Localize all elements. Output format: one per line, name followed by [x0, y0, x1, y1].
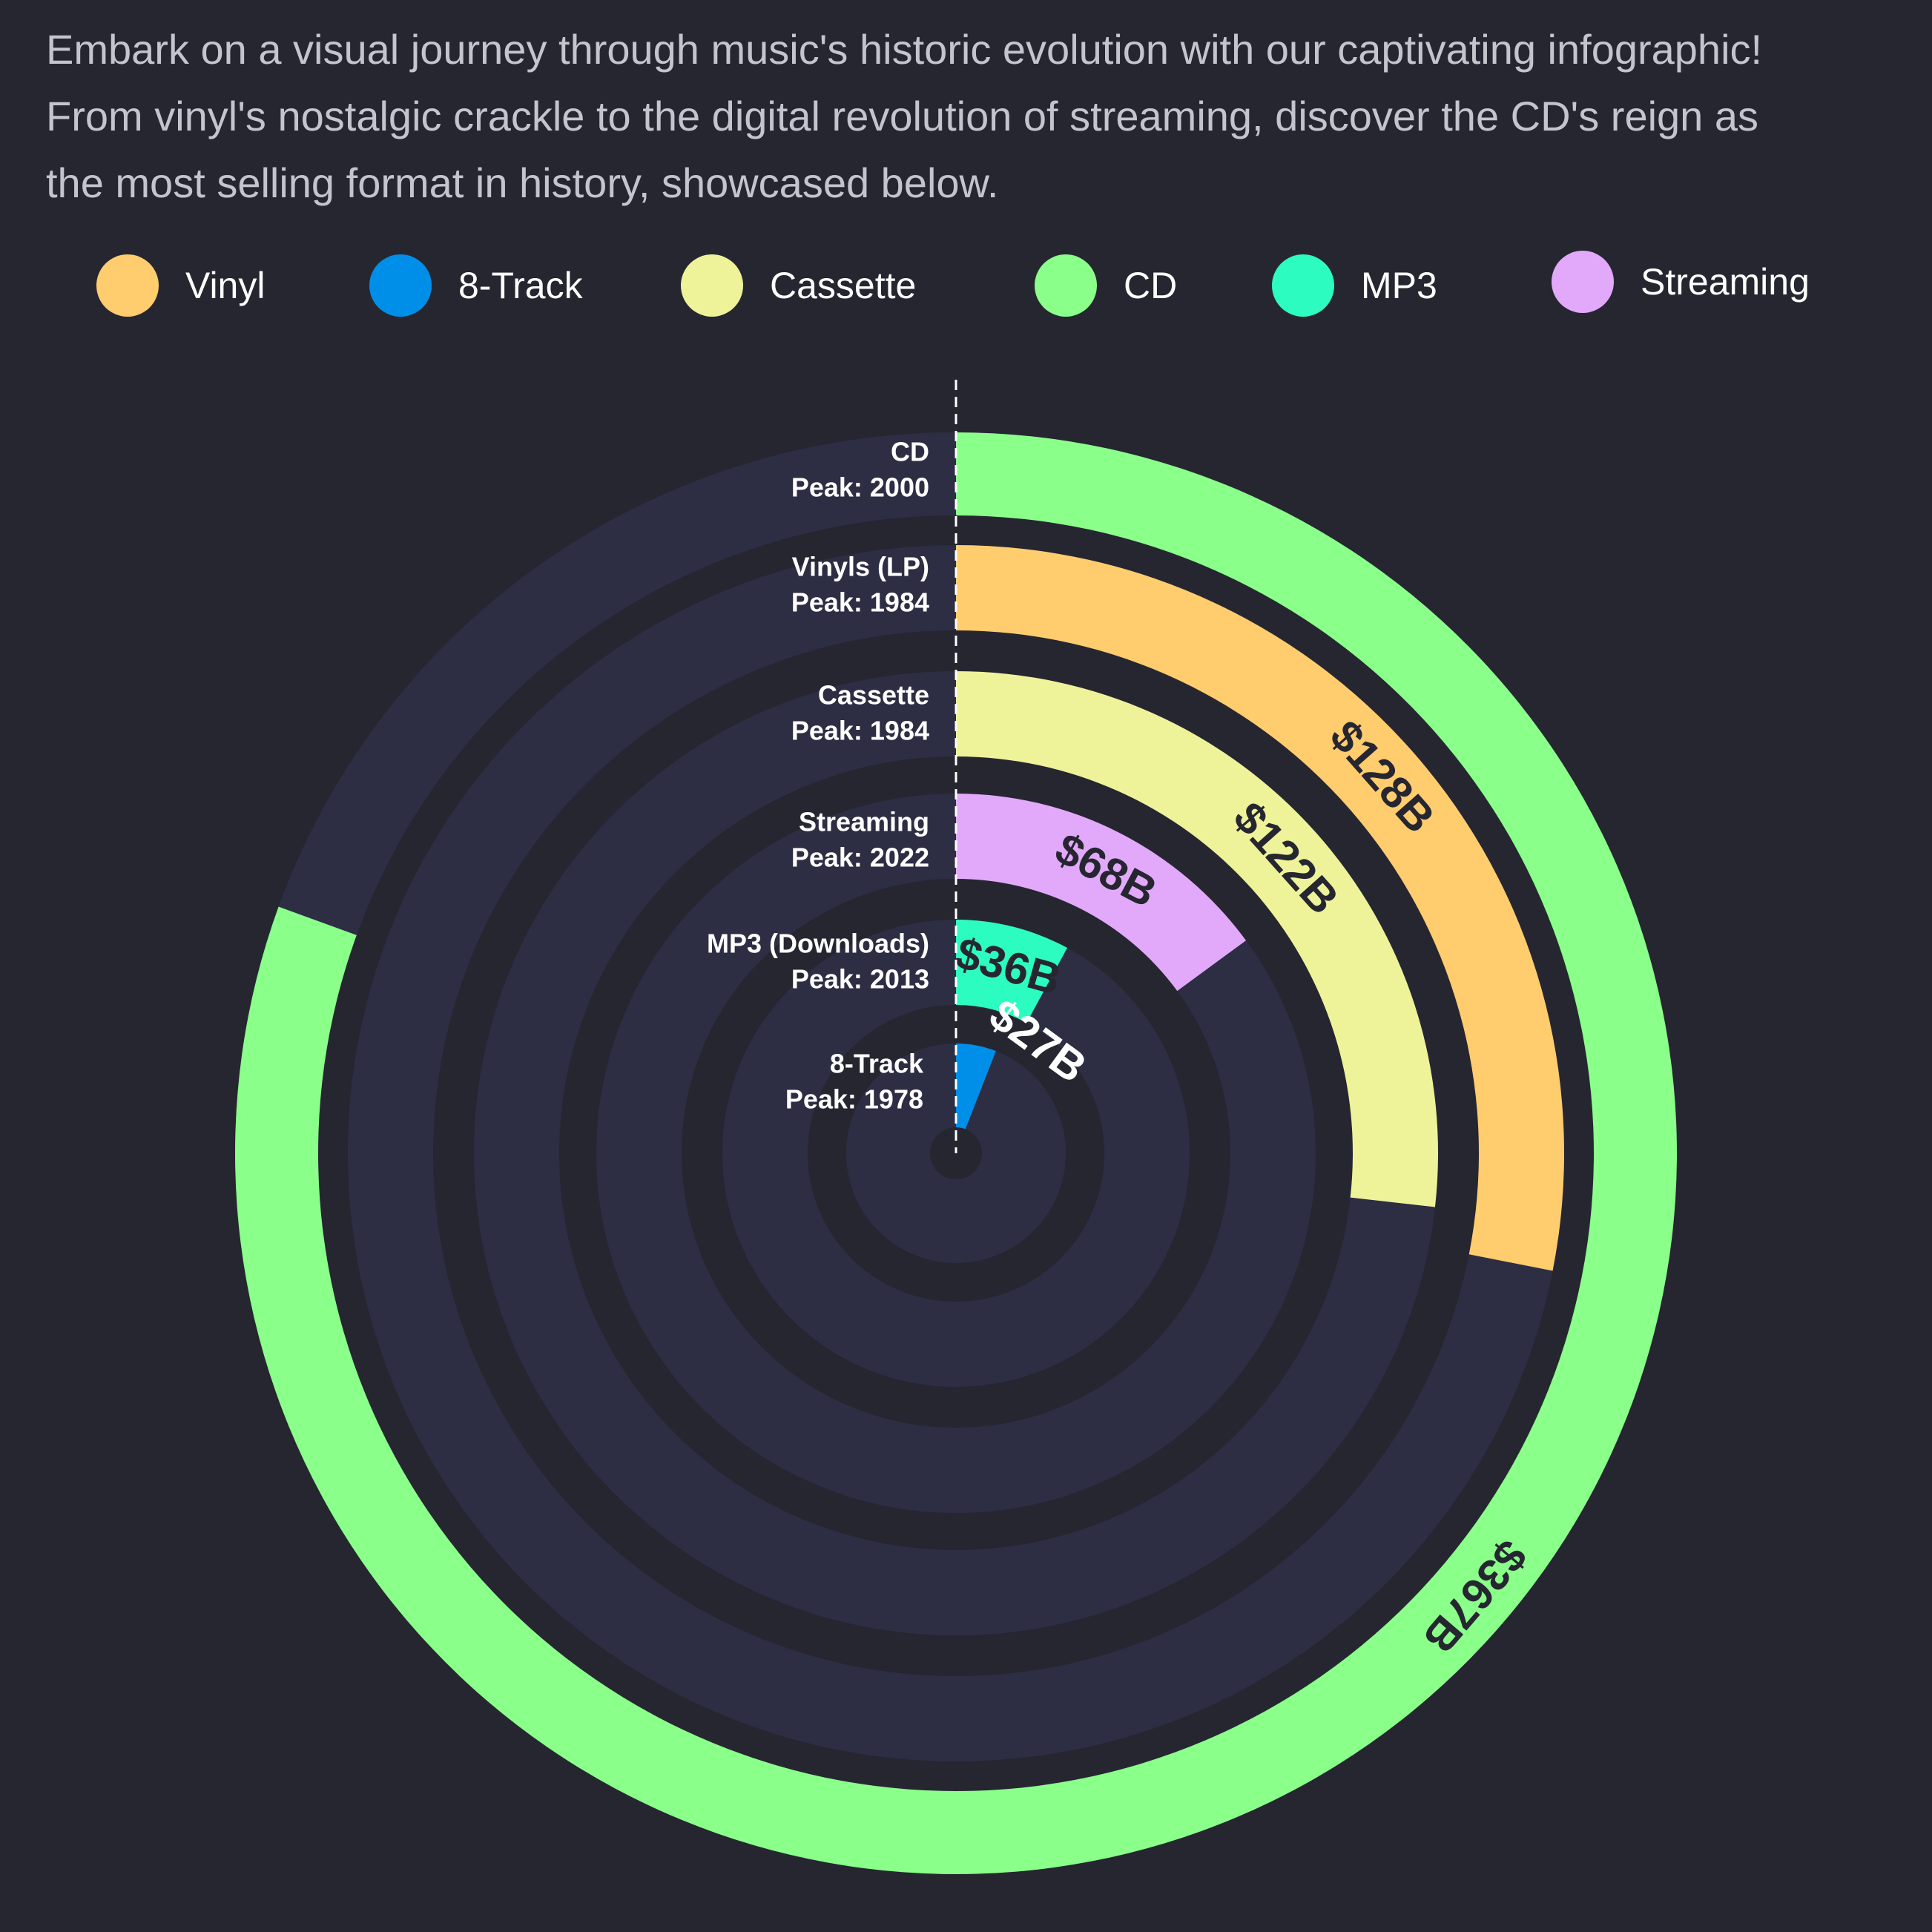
bar-streaming: [956, 794, 1247, 992]
ring-label-cd: CD: [891, 437, 929, 467]
legend-label: 8-Track: [458, 265, 583, 306]
legend-item-cassette: Cassette: [681, 254, 916, 317]
ring-peak-cassette: Peak: 1984: [791, 716, 929, 746]
legend-swatch: [369, 254, 432, 317]
legend-swatch: [1035, 254, 1097, 317]
ring-label-cassette: Cassette: [818, 680, 929, 711]
legend-label: Streaming: [1641, 261, 1810, 303]
legend-item-streaming: Streaming: [1552, 251, 1810, 313]
legend-swatch: [96, 254, 159, 317]
chart-legend: Vinyl 8-Track Cassette CD MP3 Streaming: [0, 0, 1932, 371]
legend-item-mp3: MP3: [1272, 254, 1437, 317]
legend-item-vinyl: Vinyl: [96, 254, 265, 317]
legend-item-8-track: 8-Track: [369, 254, 583, 317]
ring-peak-cd: Peak: 2000: [791, 472, 929, 503]
legend-label: MP3: [1361, 265, 1437, 306]
bar-mp3: [956, 920, 1068, 1023]
legend-label: Cassette: [770, 265, 917, 306]
bar-vinyl: [956, 545, 1564, 1271]
ring-peak-mp3: Peak: 2013: [791, 964, 929, 995]
ring-label-streaming: Streaming: [799, 807, 929, 837]
legend-label: CD: [1124, 265, 1178, 306]
intro-line-3: the most selling format in history, show…: [46, 159, 999, 206]
ring-peak-8-track: Peak: 1978: [785, 1084, 923, 1115]
bar-8-track: [956, 1044, 996, 1130]
legend-item-cd: CD: [1035, 254, 1177, 317]
legend-swatch: [681, 254, 743, 317]
ring-peak-vinyl: Peak: 1984: [791, 587, 929, 618]
ring-peak-streaming: Peak: 2022: [791, 843, 929, 873]
legend-swatch: [1552, 251, 1614, 313]
legend-swatch: [1272, 254, 1334, 317]
ring-label-8-track: 8-Track: [830, 1049, 924, 1079]
ring-label-mp3: MP3 (Downloads): [707, 929, 929, 959]
ring-label-vinyl: Vinyls (LP): [792, 552, 929, 582]
intro-text: Embark on a visual journey through music…: [46, 16, 1900, 217]
intro-line-1: Embark on a visual journey through music…: [46, 26, 1763, 73]
legend-label: Vinyl: [185, 265, 266, 306]
intro-line-2: From vinyl's nostalgic crackle to the di…: [46, 93, 1759, 139]
bar-cassette: [956, 671, 1439, 1207]
